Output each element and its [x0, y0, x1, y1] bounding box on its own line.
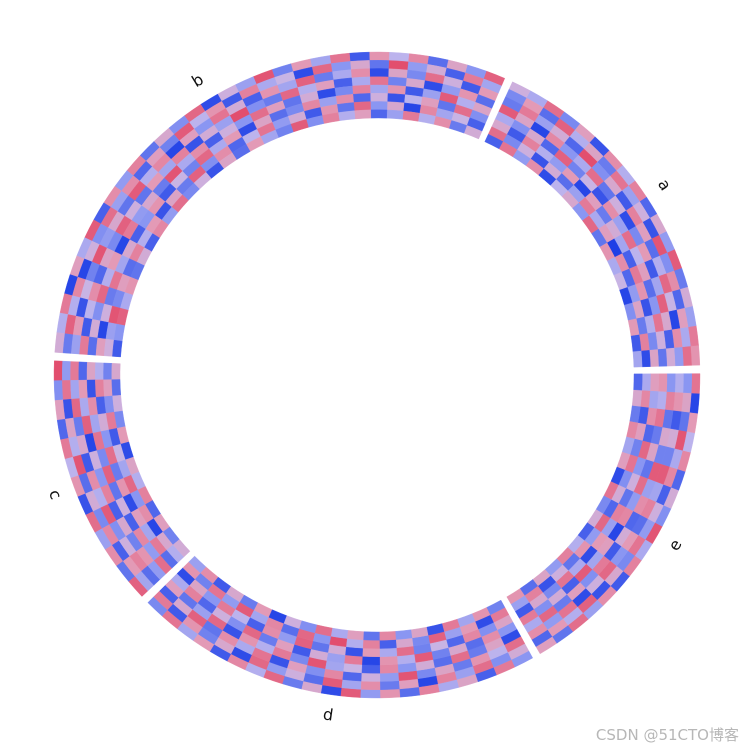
heatmap-cell: [349, 51, 370, 62]
heatmap-cell: [369, 51, 390, 61]
heatmap-cell: [484, 133, 504, 150]
sector-b: [54, 51, 506, 358]
heatmap-cell: [395, 629, 413, 640]
heatmap-cell: [632, 350, 643, 368]
heatmap-cell: [666, 373, 676, 393]
heatmap-cell: [486, 599, 506, 616]
heatmap-cell: [112, 339, 123, 358]
heatmap-cell: [362, 656, 381, 666]
heatmap-cell: [665, 347, 676, 367]
heatmap-cell: [363, 631, 381, 641]
heatmap-cell: [70, 380, 80, 400]
sector-c: [53, 360, 191, 597]
heatmap-cell: [633, 373, 643, 391]
heatmap-cell: [337, 110, 356, 121]
heatmap-cell: [380, 680, 400, 690]
watermark: CSDN @51CTO博客: [595, 726, 739, 744]
sector-e: [506, 373, 701, 655]
heatmap-cell: [630, 334, 642, 352]
heatmap-cell: [111, 363, 121, 380]
sector-a: [484, 81, 701, 368]
heatmap-cell: [369, 68, 389, 78]
heatmap-cell: [380, 672, 400, 682]
heatmap-cell: [691, 373, 701, 394]
heatmap-cell: [379, 664, 399, 674]
heatmap-cell: [649, 373, 659, 392]
heatmap-cell: [386, 101, 405, 112]
heatmap-cell: [62, 380, 72, 401]
heatmap-cell: [681, 345, 692, 366]
sector-label-b: b: [188, 70, 207, 92]
heatmap-cell: [354, 109, 372, 120]
sector-label-c: c: [45, 487, 66, 502]
heatmap-cell: [370, 109, 388, 119]
heatmap-cell: [387, 76, 407, 87]
heatmap-cell: [631, 389, 643, 407]
sector-d: [147, 555, 534, 699]
heatmap-cell: [369, 76, 389, 86]
sector-label-a: a: [654, 175, 675, 194]
heatmap-cell: [362, 647, 381, 657]
heatmap-cell: [345, 646, 364, 657]
heatmap-cell: [112, 395, 123, 413]
heatmap-cell: [53, 380, 64, 401]
heatmap-cell: [349, 60, 370, 70]
heatmap-cell: [360, 689, 381, 699]
heatmap-cell: [111, 379, 122, 397]
heatmap-cell: [388, 60, 409, 71]
heatmap-cell: [658, 373, 668, 392]
heatmap-cell: [53, 360, 63, 381]
heatmap-cell: [62, 360, 72, 381]
heatmap-cell: [673, 346, 684, 367]
heatmap-cell: [379, 655, 399, 666]
heatmap-cell: [346, 638, 364, 649]
heatmap-cell: [379, 639, 398, 649]
sector-label-e: e: [664, 536, 685, 554]
heatmap-cell: [351, 76, 371, 87]
heatmap-cell: [682, 373, 692, 394]
heatmap-cell: [360, 680, 381, 690]
heatmap-cell: [641, 373, 651, 391]
heatmap-cell: [386, 109, 404, 120]
sector-label-d: d: [322, 704, 335, 724]
heatmap-cell: [380, 688, 401, 699]
heatmap-cell: [361, 672, 381, 682]
heatmap-cell: [78, 361, 88, 381]
heatmap-cell: [350, 68, 371, 79]
heatmap-cell: [95, 379, 105, 398]
heatmap-cell: [657, 348, 668, 367]
heatmap-cell: [353, 101, 371, 111]
heatmap-cell: [649, 348, 659, 367]
heatmap-cell: [379, 631, 397, 641]
heatmap-cells: [53, 51, 701, 699]
heatmap-cell: [402, 110, 420, 122]
heatmap-cell: [86, 379, 97, 399]
heatmap-cell: [388, 52, 410, 63]
heatmap-cell: [387, 93, 406, 104]
heatmap-cell: [387, 68, 408, 79]
heatmap-cell: [352, 93, 371, 103]
heatmap-cell: [362, 639, 381, 649]
heatmap-cell: [379, 647, 398, 657]
heatmap-cell: [103, 379, 113, 397]
heatmap-cell: [690, 345, 701, 366]
heatmap-cell: [95, 362, 104, 381]
heatmap-cell: [674, 373, 684, 393]
heatmap-cell: [370, 93, 388, 102]
heatmap-cell: [172, 539, 191, 558]
heatmap-cell: [86, 362, 96, 381]
heatmap-cell: [387, 84, 406, 95]
heatmap-cell: [103, 362, 113, 380]
heatmap-cell: [369, 84, 389, 94]
heatmap-cell: [347, 630, 365, 641]
heatmap-cell: [370, 101, 388, 111]
heatmap-cell: [78, 379, 89, 399]
heatmap-cell: [369, 60, 390, 69]
heatmap-cell: [352, 84, 371, 95]
heatmap-cell: [70, 361, 80, 381]
heatmap-cell: [640, 349, 651, 368]
heatmap-cell: [361, 664, 381, 674]
